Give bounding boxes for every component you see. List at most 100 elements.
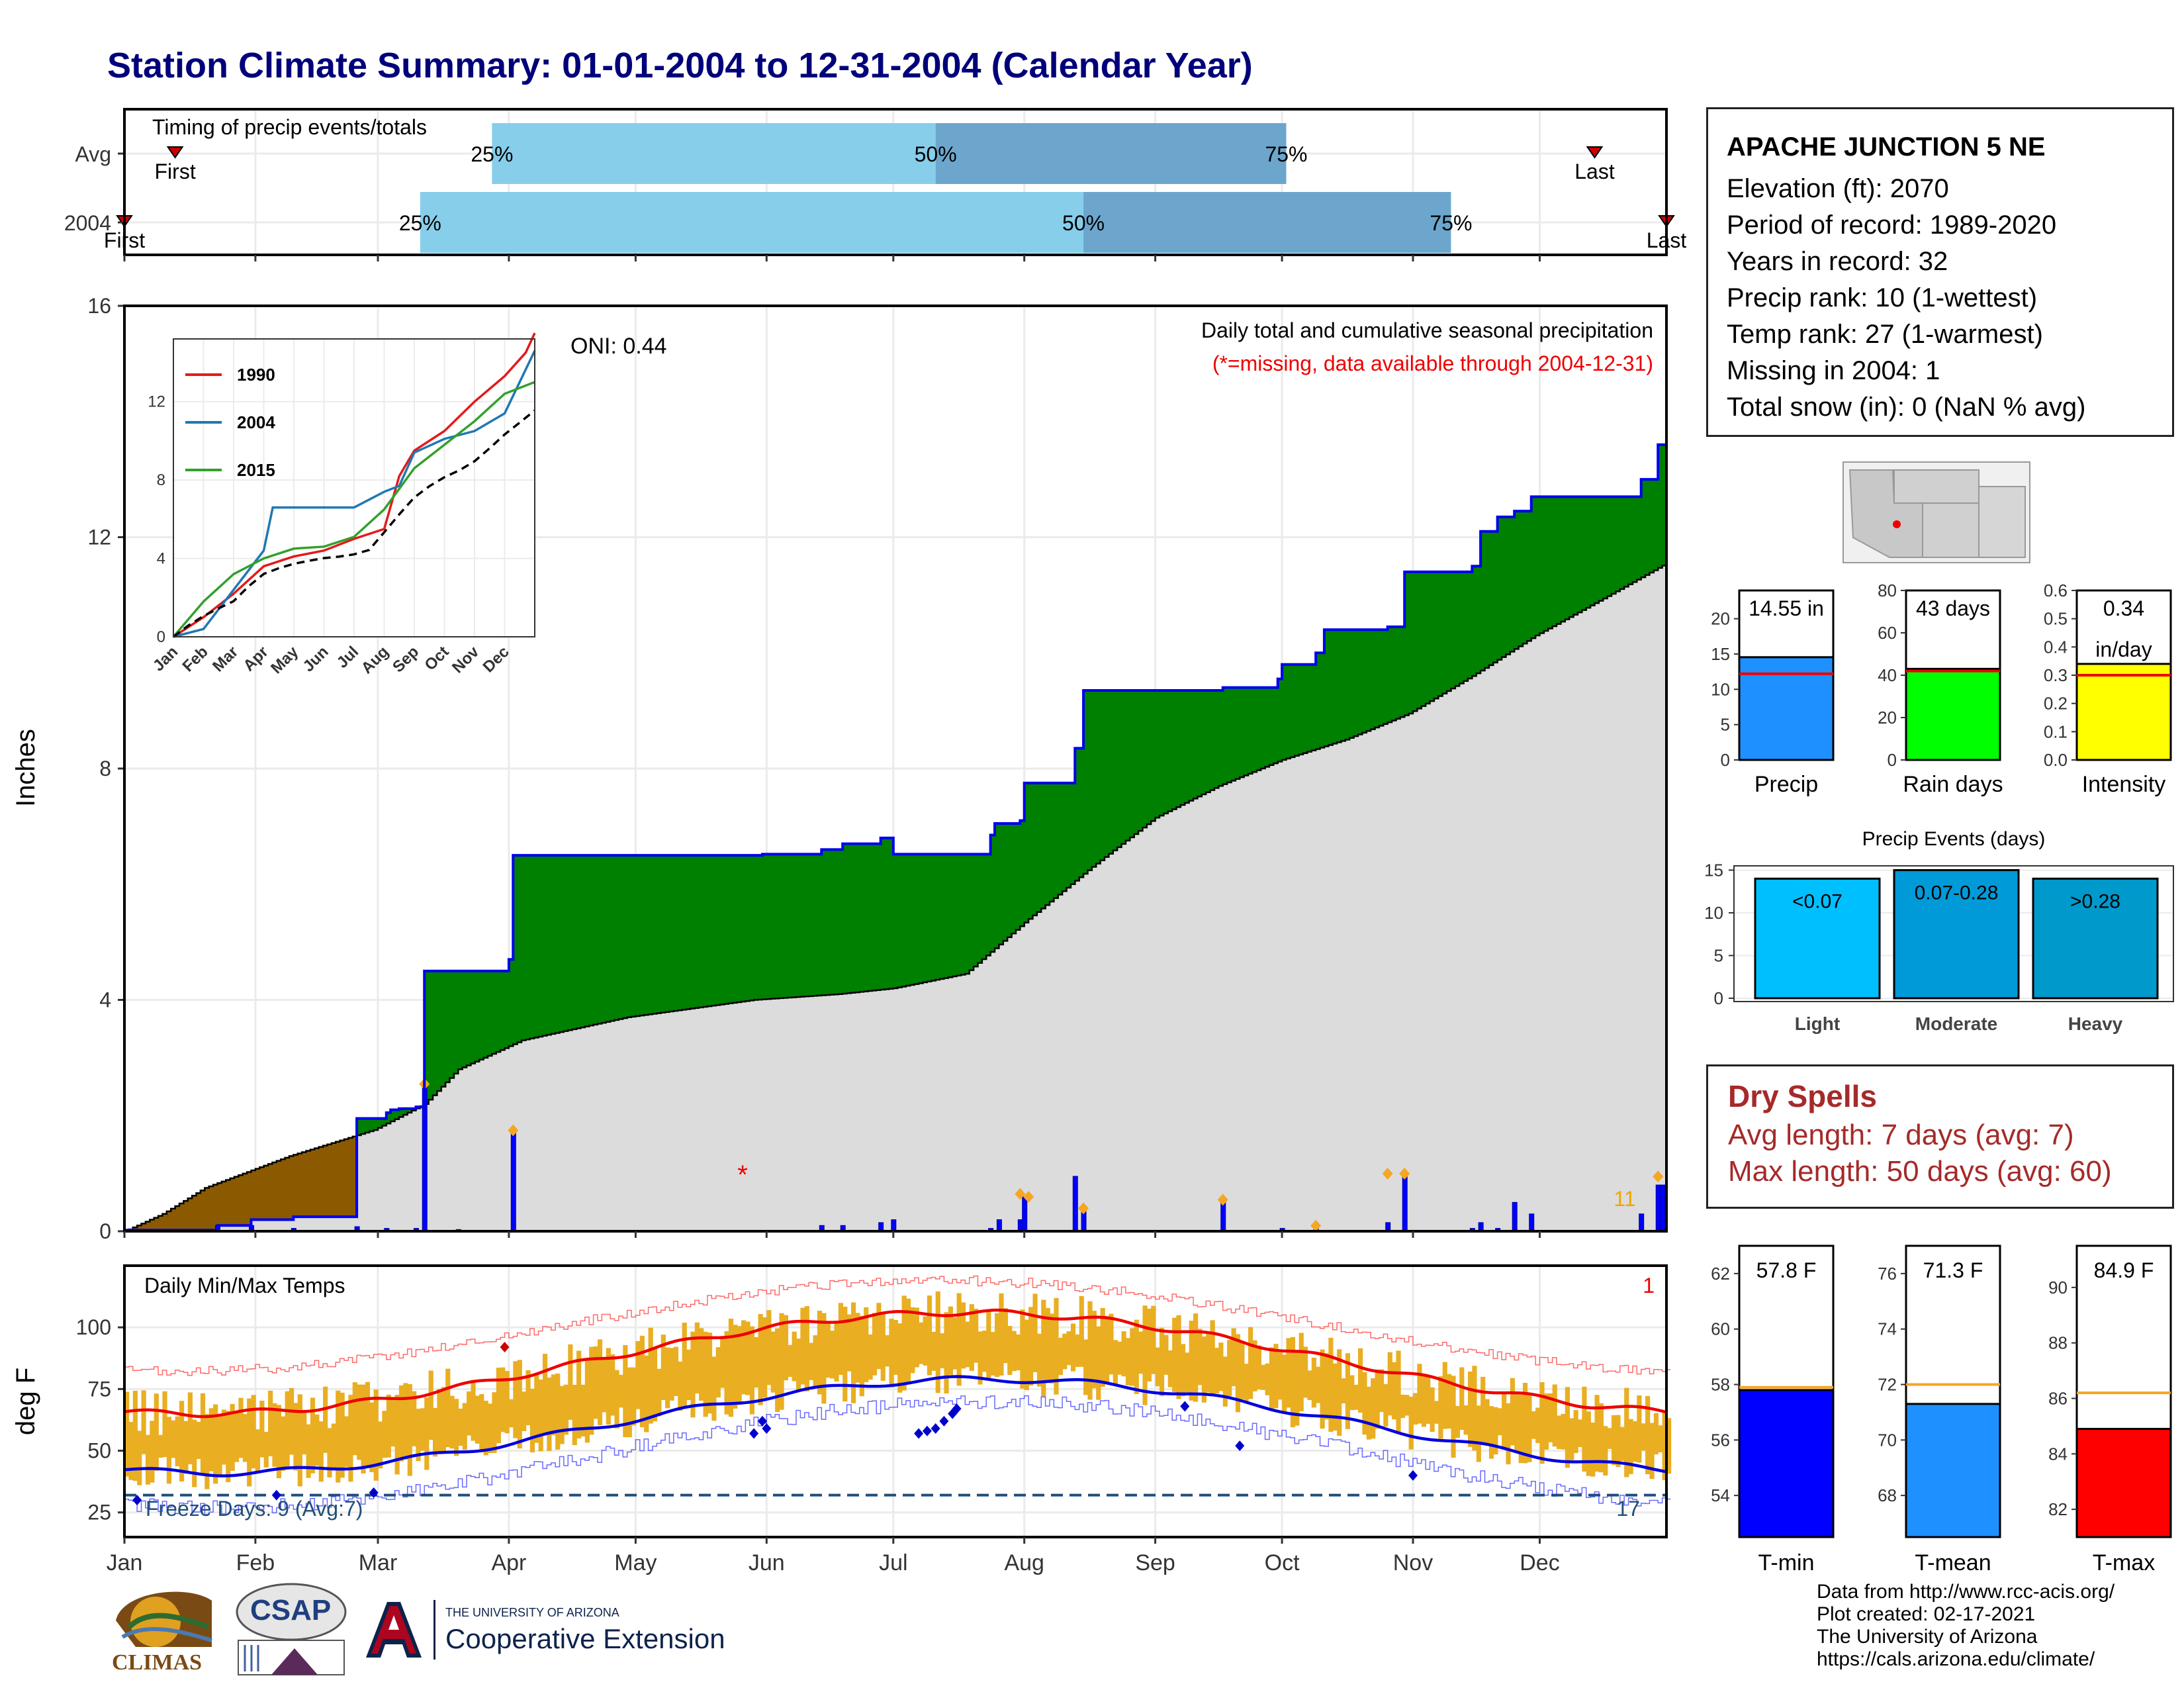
above-average-fill xyxy=(475,970,480,1062)
summary-bar-tick-label: 15 xyxy=(1711,644,1730,664)
above-average-fill xyxy=(978,854,983,963)
daily-precip-bar xyxy=(1639,1213,1645,1232)
daily-temp-bar xyxy=(1573,1410,1578,1454)
daily-temp-bar xyxy=(462,1403,467,1450)
above-average-fill xyxy=(631,855,637,1017)
above-average-fill xyxy=(1341,630,1346,741)
above-average-fill xyxy=(500,970,506,1051)
daily-temp-bar xyxy=(217,1413,222,1476)
above-average-fill xyxy=(522,855,527,1041)
summary-bar-value: 0.34 xyxy=(2103,596,2144,620)
daily-temp-bar xyxy=(542,1354,548,1434)
above-average-fill xyxy=(703,855,708,1007)
daily-temp-bar xyxy=(259,1401,265,1458)
missing-data-marker: * xyxy=(737,1160,748,1190)
above-average-fill xyxy=(817,854,822,996)
above-average-fill xyxy=(821,849,827,996)
above-average-fill xyxy=(1502,516,1507,657)
temp-record-marker xyxy=(952,1403,962,1415)
temp-summary-tick-label: 88 xyxy=(2048,1333,2068,1353)
timing-bar-25-50 xyxy=(420,192,1084,253)
daily-temp-bar xyxy=(1527,1395,1532,1462)
daily-temp-bar xyxy=(348,1395,353,1482)
daily-temp-bar xyxy=(525,1370,531,1426)
daily-temp-bar xyxy=(285,1391,290,1469)
above-average-fill xyxy=(1324,630,1329,747)
daily-temp-bar xyxy=(1113,1340,1118,1386)
above-average-fill xyxy=(1007,823,1013,937)
daily-temp-bar xyxy=(166,1417,172,1484)
summary-bar-label: Precip xyxy=(1754,772,1818,797)
daily-precip-bar xyxy=(1512,1201,1518,1232)
temp-summary-value: 57.8 F xyxy=(1756,1258,1817,1282)
above-average-fill xyxy=(1298,664,1304,755)
daily-temp-bar xyxy=(1100,1307,1105,1387)
above-average-fill xyxy=(999,823,1004,945)
above-average-fill xyxy=(1265,687,1270,767)
summary-bar-tick-label: 0.4 xyxy=(2044,637,2068,657)
temp-summary-label: T-min xyxy=(1758,1550,1815,1575)
above-average-fill xyxy=(635,855,641,1016)
above-average-fill xyxy=(1100,690,1105,861)
station-info-box: APACHE JUNCTION 5 NE Elevation (ft): 207… xyxy=(1706,107,2174,437)
below-average-fill xyxy=(208,1186,214,1231)
above-average-fill xyxy=(842,843,848,994)
daily-temp-bar xyxy=(1324,1353,1330,1420)
daily-temp-bar xyxy=(407,1383,412,1476)
daily-temp-bar xyxy=(775,1328,780,1413)
daily-temp-bar xyxy=(1615,1415,1621,1468)
daily-temp-bar xyxy=(458,1408,463,1446)
above-average-fill xyxy=(449,970,455,1078)
daily-temp-bar xyxy=(1117,1341,1122,1375)
above-average-fill xyxy=(1396,626,1401,719)
daily-temp-bar xyxy=(1252,1340,1257,1391)
daily-temp-bar xyxy=(850,1302,856,1403)
daily-temp-bar xyxy=(842,1307,848,1402)
above-average-fill xyxy=(1240,687,1245,778)
below-average-fill xyxy=(171,1208,176,1231)
above-average-fill xyxy=(618,855,623,1019)
above-average-fill xyxy=(1358,630,1363,735)
above-average-fill xyxy=(910,854,915,985)
above-average-fill xyxy=(1417,571,1422,709)
above-average-fill xyxy=(1662,444,1667,566)
above-average-fill xyxy=(838,849,843,994)
daily-temp-bar xyxy=(1256,1345,1261,1389)
above-average-fill xyxy=(770,854,776,999)
daily-temp-bar xyxy=(1569,1418,1574,1460)
below-average-fill xyxy=(314,1148,320,1217)
daily-temp-bar xyxy=(492,1392,497,1453)
above-average-fill xyxy=(981,854,987,960)
above-average-fill xyxy=(1163,690,1169,814)
daily-temp-bar xyxy=(124,1391,130,1477)
above-average-fill xyxy=(458,970,463,1070)
above-average-fill xyxy=(1058,782,1063,895)
temp-summary-tick-label: 84 xyxy=(2048,1444,2068,1464)
daily-temp-bar xyxy=(956,1293,962,1386)
temp-record-marker xyxy=(931,1423,940,1434)
daily-temp-bar xyxy=(1577,1419,1583,1448)
above-average-fill xyxy=(513,855,518,1045)
above-average-fill xyxy=(572,855,577,1029)
above-average-fill xyxy=(1447,571,1452,691)
daily-temp-bar xyxy=(1201,1336,1206,1403)
month-label: Jan xyxy=(107,1550,143,1575)
daily-temp-bar xyxy=(1565,1387,1570,1468)
daily-temp-bar xyxy=(1408,1396,1414,1450)
daily-temp-bar xyxy=(171,1420,176,1458)
above-average-fill xyxy=(1273,687,1279,764)
above-average-fill xyxy=(378,1118,383,1128)
daily-temp-bar xyxy=(1214,1348,1220,1393)
daily-temp-bar xyxy=(1472,1366,1477,1451)
daily-temp-bar xyxy=(1142,1305,1148,1405)
daily-temp-bar xyxy=(175,1416,180,1467)
above-average-fill xyxy=(1193,690,1199,799)
daily-temp-bar xyxy=(940,1333,945,1368)
dry-spells-title: Dry Spells xyxy=(1728,1079,1877,1113)
above-average-fill xyxy=(1214,690,1219,788)
above-average-fill xyxy=(1455,571,1460,686)
daily-temp-bar xyxy=(809,1342,814,1380)
daily-temp-bar xyxy=(1379,1369,1385,1413)
daily-temp-bar xyxy=(846,1314,852,1372)
daily-temp-bar xyxy=(1438,1376,1443,1439)
